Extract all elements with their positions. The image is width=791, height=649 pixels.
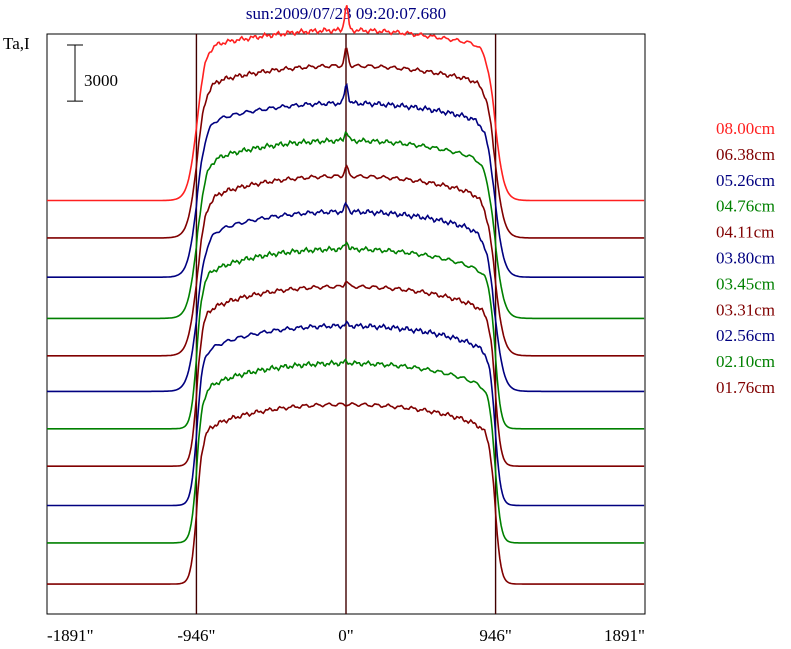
series-line-01.76cm (47, 402, 645, 585)
scale-bar-label: 3000 (84, 71, 118, 90)
y-axis-label: Ta,I (3, 34, 30, 53)
legend-entry: 03.31cm (716, 300, 775, 319)
x-tick-label: 1891" (604, 626, 645, 645)
legend-entry: 03.80cm (716, 249, 775, 268)
x-tick-label: 0" (338, 626, 353, 645)
legend-entry: 01.76cm (716, 378, 775, 397)
series-line-02.56cm (47, 320, 645, 507)
legend-entry: 05.26cm (716, 171, 775, 190)
series-line-02.10cm (47, 358, 645, 544)
legend-entry: 04.76cm (716, 197, 775, 216)
series-line-08.00cm (47, 5, 645, 202)
legend-entry: 04.11cm (716, 223, 774, 242)
chart-title: sun:2009/07/23 09:20:07.680 (246, 4, 446, 23)
series-line-06.38cm (47, 47, 645, 239)
legend-entry: 02.56cm (716, 326, 775, 345)
legend: 08.00cm 06.38cm 05.26cm 04.76cm 04.11cm 03.80… (716, 119, 775, 397)
series-line-03.31cm (47, 280, 645, 468)
series-line-05.26cm (47, 82, 645, 279)
series-line-03.45cm (47, 241, 645, 430)
series-line-04.76cm (47, 131, 645, 320)
series-line-04.11cm (47, 164, 645, 357)
series-lines (47, 5, 645, 585)
legend-entry: 03.45cm (716, 274, 775, 293)
x-tick-label: -1891" (47, 626, 94, 645)
legend-entry: 08.00cm (716, 119, 775, 138)
legend-entry: 02.10cm (716, 352, 775, 371)
x-tick-label: -946" (177, 626, 215, 645)
x-tick-labels: -1891" -946" 0" 946" 1891" (47, 626, 645, 645)
x-tick-label: 946" (479, 626, 511, 645)
legend-entry: 06.38cm (716, 145, 775, 164)
scale-bar: 3000 (67, 44, 118, 102)
series-line-03.80cm (47, 201, 645, 393)
